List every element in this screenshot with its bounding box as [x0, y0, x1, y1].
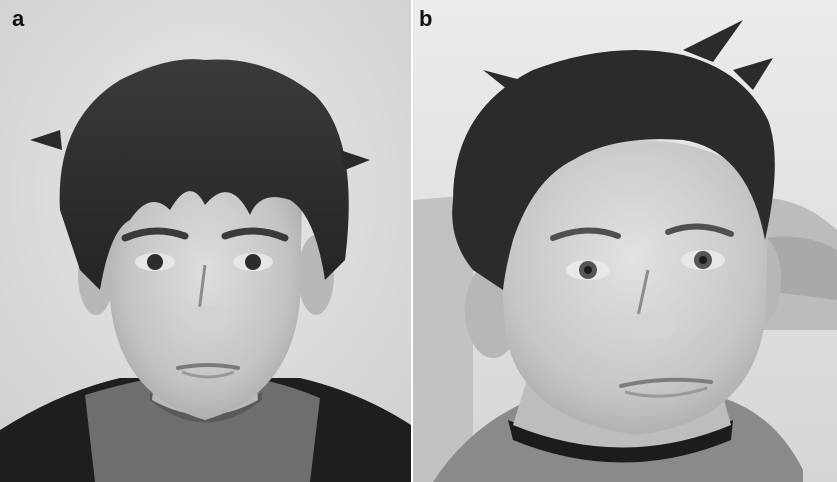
panel-label-b: b [419, 6, 433, 31]
panel-label-a: a [12, 6, 25, 31]
photo-panel-b: b [413, 0, 837, 482]
photo-panel-a: a [0, 0, 411, 482]
portrait-photo-b [413, 0, 837, 482]
portrait-photo-a [0, 0, 411, 482]
